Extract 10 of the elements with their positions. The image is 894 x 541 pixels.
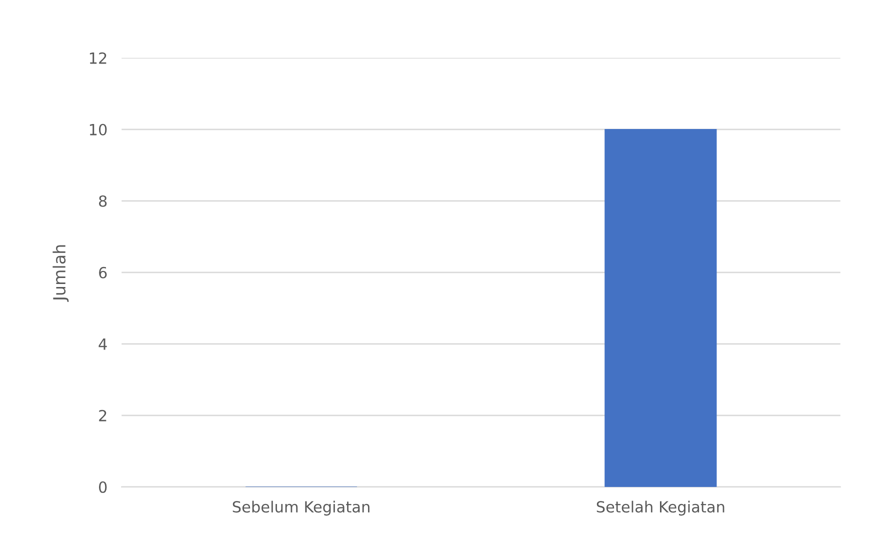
- y-tick-label: 10: [90, 124, 107, 136]
- x-tick-label: Setelah Kegiatan: [596, 500, 724, 516]
- x-tick-label: Sebelum Kegiatan: [232, 500, 370, 516]
- y-tick-label: 12: [90, 52, 106, 64]
- y-tick-label: 8: [99, 195, 107, 207]
- y-axis-title: Jumlah: [52, 245, 69, 302]
- y-tick-label: 6: [99, 266, 107, 278]
- y-tick-label: 0: [98, 481, 107, 493]
- y-tick-label: 4: [98, 338, 107, 350]
- y-tick-label: 2: [99, 410, 106, 422]
